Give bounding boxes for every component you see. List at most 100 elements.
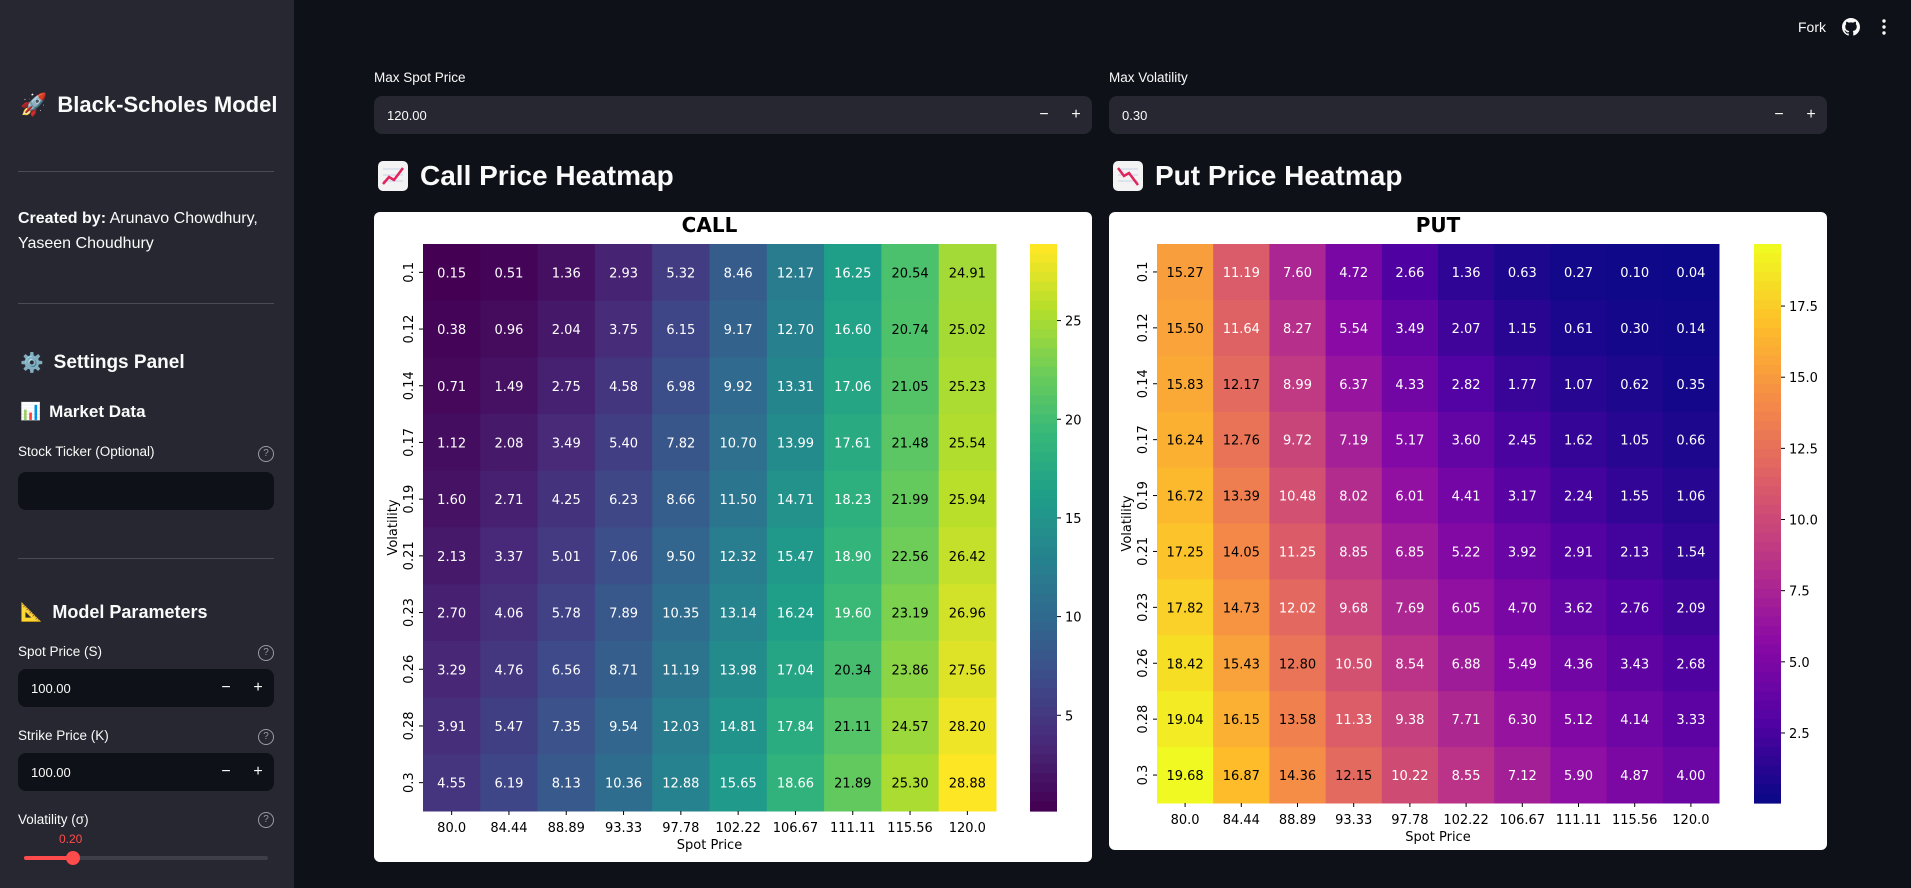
increment-button[interactable]: + [1071, 106, 1081, 123]
heatmap-cell [1213, 299, 1270, 357]
cell-label: 18.66 [777, 777, 814, 792]
colorbar-segment [1030, 801, 1057, 812]
max-spot-price-input[interactable]: 120.00 − + [374, 96, 1092, 134]
heatmap-cell [881, 697, 940, 755]
cell-label: 0.66 [1676, 434, 1705, 449]
heatmap-cell [1157, 747, 1214, 804]
colorbar-segment [1030, 697, 1057, 708]
fork-link[interactable]: Fork [1798, 19, 1826, 35]
help-icon[interactable]: ? [258, 729, 274, 745]
help-icon[interactable]: ? [258, 812, 274, 828]
cell-label: 6.15 [666, 323, 695, 338]
cell-label: 16.87 [1223, 769, 1260, 784]
ticker-input[interactable] [18, 472, 274, 510]
colorbar-segment [1754, 653, 1781, 664]
cell-label: 3.49 [552, 436, 581, 451]
decrement-button[interactable]: − [1039, 106, 1049, 123]
cell-label: 8.55 [1452, 769, 1481, 784]
cell-label: 19.60 [834, 607, 871, 622]
cell-label: 28.20 [949, 720, 986, 735]
bar-chart-icon: 📊 [20, 402, 42, 421]
cell-label: 16.24 [777, 607, 814, 622]
y-tick-label: 0.12 [402, 315, 417, 344]
heatmap-cell [1325, 355, 1383, 413]
cell-label: 3.33 [1676, 713, 1705, 728]
heatmap-cell [480, 754, 539, 812]
help-icon[interactable]: ? [258, 645, 274, 661]
heatmap-cell [652, 470, 710, 528]
colorbar-segment [1030, 716, 1057, 727]
cell-label: 10.48 [1279, 490, 1316, 505]
heatmap-cell [1157, 691, 1214, 748]
help-icon[interactable]: ? [258, 446, 274, 462]
y-tick-label: 0.1 [1136, 262, 1151, 283]
heatmap-cell [1438, 355, 1495, 413]
github-icon[interactable] [1842, 18, 1860, 36]
heatmap-cell [537, 640, 596, 699]
increment-button[interactable]: + [1806, 106, 1816, 123]
colorbar-segment [1030, 480, 1057, 491]
cell-label: 1.07 [1564, 378, 1593, 393]
heatmap-cell [537, 527, 596, 585]
cell-label: 0.35 [1676, 378, 1705, 393]
strike-price-value: 100.00 [31, 764, 71, 780]
strike-price-input[interactable]: 100.00 − + [18, 753, 274, 791]
cell-label: 4.25 [552, 493, 581, 508]
heatmap-cell [824, 697, 882, 755]
more-menu-icon[interactable] [1879, 17, 1889, 37]
cell-label: 2.45 [1508, 434, 1537, 449]
colorbar-tick-label: 15 [1065, 512, 1082, 527]
market-data-title: Market Data [49, 402, 146, 421]
colorbar-segment [1030, 782, 1057, 793]
colorbar-segment [1754, 355, 1781, 366]
y-tick-label: 0.23 [402, 598, 417, 627]
increment-button[interactable]: + [253, 763, 263, 780]
heatmap-cell [1550, 635, 1608, 692]
cell-label: 10.35 [662, 607, 699, 622]
volatility-slider-thumb[interactable] [65, 851, 80, 865]
cell-label: 3.43 [1620, 657, 1649, 672]
cell-label: 9.92 [724, 380, 753, 395]
colorbar-segment [1030, 574, 1057, 585]
cell-label: 7.19 [1339, 434, 1368, 449]
heatmap-cell [652, 640, 710, 699]
heatmap-cell [824, 357, 882, 415]
decrement-button[interactable]: − [1774, 106, 1784, 123]
heatmap-cell [938, 414, 997, 472]
cell-label: 15.50 [1166, 322, 1203, 337]
y-tick-label: 0.14 [402, 371, 417, 400]
cell-label: 0.62 [1620, 378, 1649, 393]
cell-label: 5.32 [666, 266, 695, 281]
heatmap-cell [537, 470, 596, 528]
decrement-button[interactable]: − [221, 763, 231, 780]
spot-price-input[interactable]: 100.00 − + [18, 669, 274, 707]
increment-button[interactable]: + [253, 679, 263, 696]
cell-label: 0.38 [437, 323, 466, 338]
cell-label: 13.39 [1223, 490, 1260, 505]
colorbar-segment [1030, 414, 1057, 425]
colorbar-segment [1030, 754, 1057, 765]
colorbar-segment [1030, 319, 1057, 330]
cell-label: 1.62 [1564, 434, 1593, 449]
decrement-button[interactable]: − [221, 679, 231, 696]
cell-label: 5.40 [609, 436, 638, 451]
heatmap-cell [1325, 747, 1383, 804]
heatmap-cell [1494, 635, 1551, 692]
max-volatility-input[interactable]: 0.30 − + [1109, 96, 1827, 134]
cell-label: 4.00 [1676, 769, 1705, 784]
cell-label: 0.96 [494, 323, 523, 338]
volatility-slider-track[interactable] [24, 856, 268, 860]
heatmap-cell [766, 244, 825, 302]
colorbar-segment [1754, 299, 1781, 310]
colorbar-segment [1754, 253, 1781, 264]
cell-label: 4.41 [1452, 490, 1481, 505]
cell-label: 6.56 [552, 663, 581, 678]
heatmap-cell [824, 244, 882, 302]
cell-label: 5.78 [552, 607, 581, 622]
sidebar: 🚀 Black-Scholes Model Created by: Arunav… [0, 0, 294, 888]
colorbar-segment [1754, 486, 1781, 497]
cell-label: 0.27 [1564, 266, 1593, 281]
colorbar-tick-label: 17.5 [1789, 300, 1818, 315]
cell-label: 1.12 [437, 436, 466, 451]
cell-label: 18.42 [1166, 657, 1203, 672]
